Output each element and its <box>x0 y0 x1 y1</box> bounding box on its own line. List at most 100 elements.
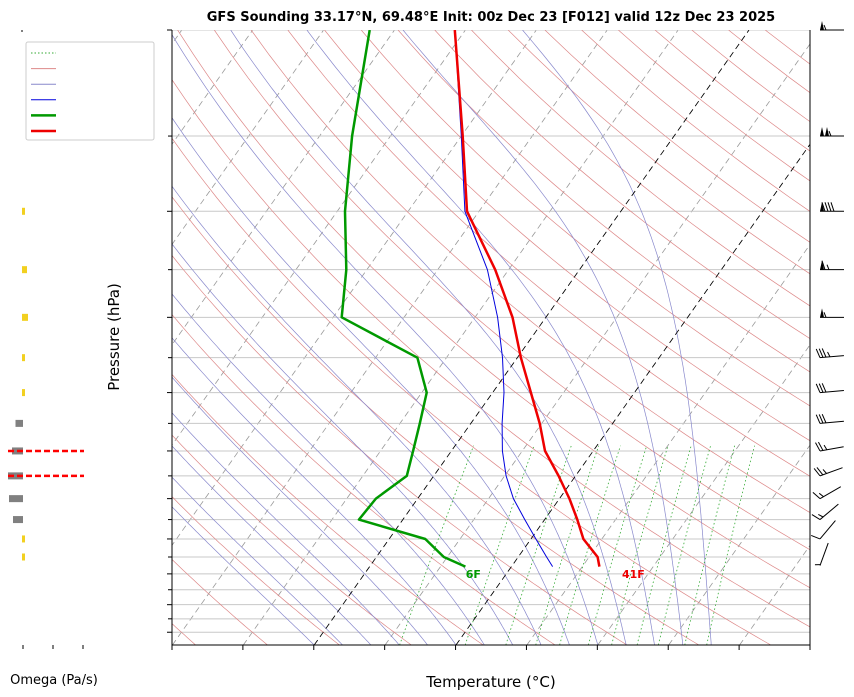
dry-adiabat <box>172 254 628 645</box>
barb-staff <box>819 467 843 477</box>
dry-adiabat <box>397 30 810 373</box>
isotherm <box>172 30 537 546</box>
barb-staff <box>819 389 844 394</box>
barb-full <box>815 348 821 358</box>
pseudoadiabat <box>172 33 599 645</box>
y-axis-label: Pressure (hPa) <box>105 283 123 391</box>
pseudoadiabat <box>172 376 428 645</box>
barb-half <box>822 469 827 474</box>
wind-barb <box>820 127 844 137</box>
wind-barb <box>820 260 844 271</box>
dry-adiabat <box>250 30 810 513</box>
dry-adiabat <box>172 373 484 645</box>
dry-adiabat <box>177 30 810 589</box>
barb-full <box>821 383 827 393</box>
plot-area <box>172 30 810 645</box>
isotherm <box>597 344 810 645</box>
dry-adiabats <box>172 30 810 645</box>
barb-flag <box>820 202 824 212</box>
omega-bar <box>9 495 23 503</box>
dry-adiabat <box>360 30 810 407</box>
x-axis-label: Temperature (°C) <box>425 673 555 691</box>
mixing-ratio-line <box>706 445 755 645</box>
isobar-grid <box>172 30 810 633</box>
omega-bar <box>22 266 27 274</box>
barb-full <box>821 413 827 424</box>
isotherm <box>242 30 679 645</box>
wind-barbs <box>810 21 844 566</box>
omega-bar <box>15 419 23 427</box>
barb-half <box>818 492 824 498</box>
barb-full <box>818 348 824 358</box>
omega-axis-label: Omega (Pa/s) <box>10 673 98 688</box>
isotherm <box>384 43 810 645</box>
mixing-ratio-line <box>611 445 669 645</box>
wetbulb-line <box>454 30 554 567</box>
barb-full <box>816 467 824 476</box>
omega-bar <box>22 207 25 215</box>
barb-full <box>818 383 824 393</box>
barb-flag <box>820 127 824 137</box>
barb-full <box>815 383 821 393</box>
barb-half <box>823 444 828 450</box>
surface-temp-label: 41F <box>622 568 645 581</box>
barb-staff <box>819 503 839 520</box>
dry-adiabat <box>287 30 810 477</box>
surface-labels: 41F 6F <box>466 568 645 581</box>
barb-full <box>818 414 824 424</box>
mixing-ratio-line <box>587 445 648 645</box>
mixing-ratio-line <box>505 445 572 645</box>
isotherm <box>668 444 810 645</box>
omega-bar <box>13 516 23 524</box>
mixing-ratio-line <box>684 445 735 645</box>
barb-full <box>821 202 826 212</box>
pseudoadiabat <box>172 445 372 645</box>
zero-isotherm-line <box>455 143 810 645</box>
barb-half <box>818 514 824 518</box>
legend-box <box>25 41 155 141</box>
barb-staff <box>819 542 829 566</box>
barb-half <box>823 24 827 31</box>
barb-full <box>812 491 821 500</box>
dry-adiabat <box>172 434 412 645</box>
barb-half <box>827 351 831 358</box>
wind-barb <box>815 413 844 424</box>
dry-adiabat <box>214 30 810 551</box>
omega-bar <box>8 472 23 480</box>
pseudoadiabat <box>172 117 570 645</box>
pseudoadiabat <box>172 337 457 645</box>
barb-half <box>823 312 827 318</box>
omega-bar <box>22 313 28 321</box>
barb-half <box>826 264 830 270</box>
barb-full <box>821 348 827 358</box>
pseudoadiabat <box>172 293 485 645</box>
mixing-ratio-lines <box>399 445 755 645</box>
wind-barb <box>815 348 844 359</box>
barb-full <box>811 514 821 520</box>
wind-barb <box>814 542 829 566</box>
plot-frame <box>171 30 811 646</box>
mixing-ratio-line <box>559 445 621 645</box>
wind-barb <box>820 202 844 212</box>
pseudoadiabats <box>172 30 712 645</box>
barb-full <box>817 441 824 451</box>
barb-staff <box>819 355 844 359</box>
omega-bar <box>22 354 25 362</box>
pseudoadiabat <box>402 30 684 645</box>
wind-barb <box>813 467 843 477</box>
mixing-ratio-line <box>657 445 711 645</box>
pseudoadiabat <box>172 185 542 645</box>
dry-adiabat <box>172 558 268 645</box>
pseudoadiabat <box>522 30 712 645</box>
barb-full <box>813 468 821 477</box>
chart-title: GFS Sounding 33.17°N, 69.48°E Init: 00z … <box>207 10 775 25</box>
mixing-ratio-line <box>636 445 692 645</box>
omega-bar <box>22 389 25 397</box>
wind-barb <box>815 383 844 394</box>
barb-flag <box>820 260 824 270</box>
barb-full <box>830 202 835 212</box>
pseudoadiabat <box>172 412 400 645</box>
dry-adiabat <box>172 196 700 645</box>
isotherm <box>811 30 854 645</box>
wind-barb <box>815 441 844 452</box>
